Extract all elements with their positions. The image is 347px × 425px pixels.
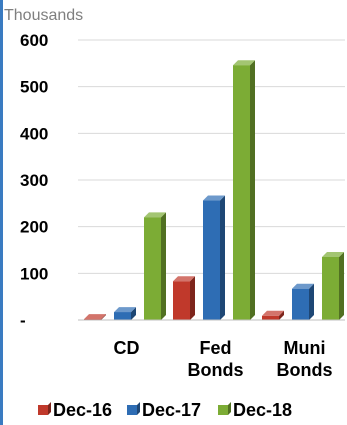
category-label: CD — [114, 338, 140, 358]
bar-side — [309, 283, 314, 320]
bar-top — [173, 276, 195, 282]
y-tick-label: 400 — [20, 124, 48, 143]
category-label: Fed — [199, 338, 231, 358]
bar-dec-16 — [262, 310, 284, 320]
bar-side — [190, 276, 195, 320]
bar-front — [114, 312, 131, 320]
category-label: Bonds — [277, 360, 333, 380]
legend-swatch-side — [48, 402, 51, 415]
bar-dec-17 — [203, 195, 225, 320]
bar-top — [233, 60, 255, 66]
gridlines — [78, 39, 345, 274]
bar-side — [279, 310, 284, 320]
legend-swatch — [127, 405, 137, 415]
bar-side — [101, 314, 106, 320]
bars — [84, 60, 344, 320]
y-tick-label: 100 — [20, 264, 48, 283]
bar-dec-17 — [292, 283, 314, 320]
legend: Dec-16 Dec-17 Dec-18 — [38, 400, 292, 420]
bar-front — [292, 288, 309, 320]
bar-dec-16 — [173, 276, 195, 320]
y-tick-label: 600 — [20, 31, 48, 50]
bar-side — [250, 60, 255, 320]
bar-front — [322, 257, 339, 320]
y-tick-label: 500 — [20, 78, 48, 97]
category-label: Bonds — [188, 360, 244, 380]
y-axis-ticks: - 100 200 300 400 500 600 — [20, 31, 48, 330]
bar-front — [144, 217, 161, 320]
bar-dec-18 — [322, 252, 344, 320]
bar-dec-16 — [84, 314, 106, 320]
bar-front — [233, 65, 250, 320]
legend-item-dec-16: Dec-16 — [38, 400, 112, 420]
bar-side — [161, 212, 166, 320]
bar-front — [173, 281, 190, 320]
legend-item-dec-17: Dec-17 — [127, 400, 201, 420]
bar-top — [203, 195, 225, 201]
bar-top — [262, 310, 284, 316]
bar-top — [144, 212, 166, 218]
legend-label: Dec-16 — [53, 400, 112, 420]
bar-top — [114, 307, 136, 313]
y-tick-label: 300 — [20, 171, 48, 190]
bar-top — [84, 314, 106, 320]
bar-top — [322, 252, 344, 257]
legend-label: Dec-17 — [142, 400, 201, 420]
legend-item-dec-18: Dec-18 — [218, 400, 292, 420]
left-border — [0, 0, 3, 425]
legend-swatch-side — [228, 402, 231, 415]
bar-top — [292, 283, 314, 289]
bar-dec-17 — [114, 307, 136, 320]
bar-side — [220, 195, 225, 320]
y-tick-label: - — [20, 311, 26, 330]
y-tick-label: 200 — [20, 218, 48, 237]
bar-dec-18 — [144, 212, 166, 320]
legend-swatch — [218, 405, 228, 415]
unit-label: Thousands — [4, 7, 83, 24]
category-label: Muni — [284, 338, 326, 358]
bar-side — [131, 307, 136, 320]
legend-swatch-side — [137, 402, 140, 415]
bar-dec-18 — [233, 60, 255, 320]
bar-front — [262, 315, 279, 320]
legend-swatch — [38, 405, 48, 415]
legend-label: Dec-18 — [233, 400, 292, 420]
bar-side — [339, 252, 344, 320]
bar-front — [203, 200, 220, 320]
